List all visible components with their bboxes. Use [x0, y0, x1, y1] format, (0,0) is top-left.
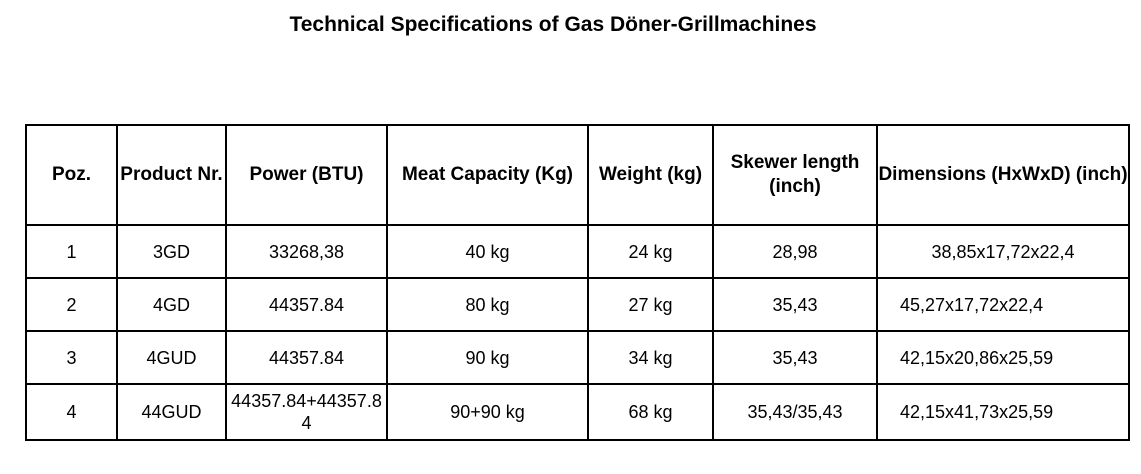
table-cell: 4: [25, 383, 118, 441]
table-cell: 44357.84+44357.84: [225, 383, 388, 441]
table-cell: 24 kg: [587, 224, 714, 279]
table-cell: 44357.84: [225, 277, 388, 332]
table-row: 4 44GUD 44357.84+44357.84 90+90 kg 68 kg 35,4…: [25, 383, 1130, 441]
title: Technical Specifications of Gas Döner-Gr…: [289, 13, 817, 36]
table-cell: 90 kg: [386, 330, 589, 385]
column-header: Product Nr.: [116, 124, 227, 226]
table-cell: 35,43: [712, 330, 878, 385]
table-cell: 3GD: [116, 224, 227, 279]
column-header: Meat Capacity (Kg): [386, 124, 589, 226]
column-header: Weight (kg): [587, 124, 714, 226]
table-cell: 2: [25, 277, 118, 332]
table-cell: 1: [25, 224, 118, 279]
table-body: 1 3GD 33268,38 40 kg 24 kg 28,98 38,85x17,72x2…: [25, 224, 1130, 441]
table-head: Poz. Product Nr. Power (BTU) Meat Capacity …: [25, 124, 1130, 226]
table-cell: 4GUD: [116, 330, 227, 385]
table-cell: 35,43/35,43: [712, 383, 878, 441]
column-header: Power (BTU): [225, 124, 388, 226]
column-header: Dimensions (HxWxD) (inch): [876, 124, 1130, 226]
table-cell: 90+90 kg: [386, 383, 589, 441]
table-row: 3 4GUD 44357.84 90 kg 34 kg 35,43 42,15x20,86x…: [25, 330, 1130, 385]
table-cell: 38,85x17,72x22,4: [876, 224, 1130, 279]
table-cell: 33268,38: [225, 224, 388, 279]
spec-table: Poz. Product Nr. Power (BTU) Meat Capacity …: [25, 124, 1130, 441]
table-cell: 68 kg: [587, 383, 714, 441]
table-cell: 27 kg: [587, 277, 714, 332]
table-cell: 44357.84: [225, 330, 388, 385]
table-row: 1 3GD 33268,38 40 kg 24 kg 28,98 38,85x17,72x2…: [25, 224, 1130, 279]
table-row: 2 4GD 44357.84 80 kg 27 kg 35,43 45,27x17,72x2…: [25, 277, 1130, 332]
table-cell: 3: [25, 330, 118, 385]
table-cell: 44GUD: [116, 383, 227, 441]
table-cell: 40 kg: [386, 224, 589, 279]
table-cell: 45,27x17,72x22,4: [876, 277, 1130, 332]
table-cell: 4GD: [116, 277, 227, 332]
table-cell: 34 kg: [587, 330, 714, 385]
table-cell: 42,15x20,86x25,59: [876, 330, 1130, 385]
column-header: Skewer length (inch): [712, 124, 878, 226]
table-cell: 28,98: [712, 224, 878, 279]
column-header: Poz.: [25, 124, 118, 226]
table-cell: 35,43: [712, 277, 878, 332]
table-cell: 42,15x41,73x25,59: [876, 383, 1130, 441]
table-cell: 80 kg: [386, 277, 589, 332]
header-row: Poz. Product Nr. Power (BTU) Meat Capacity …: [25, 124, 1130, 226]
